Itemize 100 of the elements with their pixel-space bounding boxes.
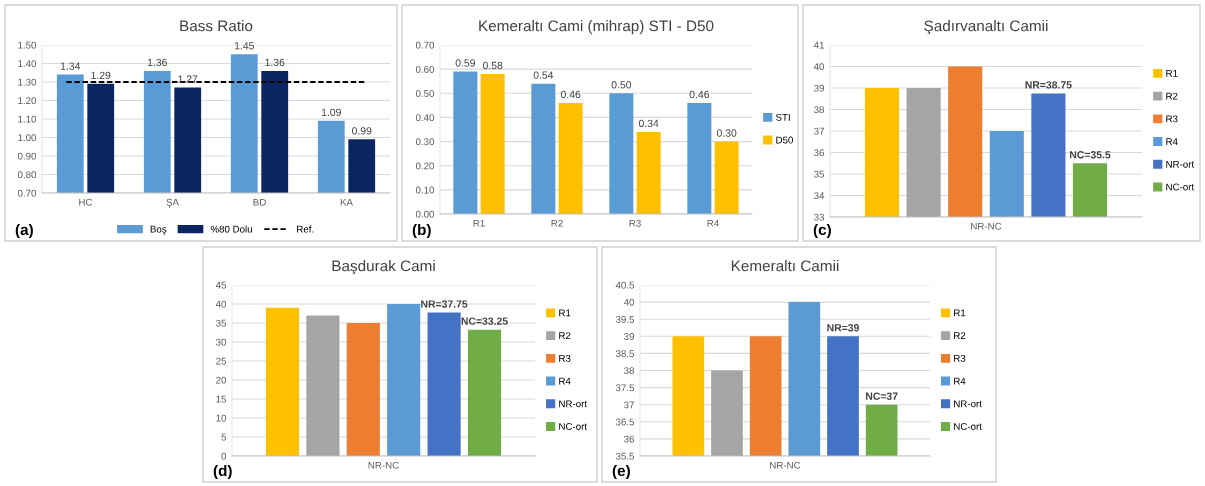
y-tick-label: 35 (814, 170, 825, 178)
bar (467, 329, 502, 456)
y-tick-label: 33 (814, 213, 825, 221)
bar (306, 315, 340, 456)
bar (265, 307, 300, 456)
x-tick-label: BD (253, 198, 266, 206)
y-tick-label: 0.50 (415, 90, 435, 97)
y-tick-label: 39 (624, 333, 634, 340)
y-tick-label: 0.90 (17, 152, 37, 160)
legend-label: Boş (150, 225, 167, 235)
legend-label: R2 (1166, 92, 1178, 100)
legend-label: R1 (559, 309, 571, 317)
bar (346, 323, 380, 456)
y-tick-label: 1.00 (18, 134, 37, 142)
y-tick-label: 39.5 (615, 315, 635, 323)
text: (a) (15, 223, 33, 239)
y-tick-label: 0.00 (415, 210, 435, 218)
bar (453, 71, 478, 214)
y-tick-label: 35 (216, 319, 227, 327)
y-tick-label: 37 (814, 127, 824, 135)
data-label: 0.30 (716, 129, 737, 137)
y-tick-label: 41 (813, 41, 824, 49)
data-label: NR=39 (827, 324, 859, 332)
data-label: 0.59 (455, 59, 475, 67)
y-tick-label: 25 (216, 357, 227, 365)
chart-title: Bass Ratio (180, 20, 253, 32)
y-tick-label: 0.30 (415, 138, 435, 146)
x-tick-label: NR-NC (770, 461, 801, 469)
data-label: 0.99 (352, 127, 372, 135)
legend-label: STI (775, 113, 790, 121)
text: (d) (213, 464, 232, 480)
y-tick-label: 0.70 (17, 189, 37, 197)
x-tick-label: R1 (473, 219, 485, 227)
data-label: 0.46 (560, 90, 581, 99)
y-tick-label: 40 (215, 300, 227, 308)
y-tick-label: 20 (216, 376, 227, 384)
legend-label: NC-ort (954, 423, 982, 430)
legend-label: R4 (1166, 138, 1178, 145)
legend-label: R4 (559, 377, 571, 385)
y-tick-label: 1.30 (18, 78, 37, 86)
text: (e) (612, 464, 630, 480)
data-label: NC=33.25 (461, 317, 508, 325)
legend-label: R3 (954, 354, 966, 362)
legend-label: NC-ort (1166, 183, 1195, 191)
legend-label: R2 (954, 332, 966, 339)
chart-title: Şadırvanaltı Camii (924, 20, 1048, 35)
legend-label: D50 (776, 136, 793, 144)
y-tick-label: 0.80 (17, 171, 37, 179)
legend-label: NC-ort (559, 423, 587, 430)
bar (480, 73, 505, 214)
y-tick-label: 34 (814, 192, 825, 200)
y-tick-label: 10 (216, 414, 227, 422)
legend-label: R3 (1166, 115, 1178, 123)
data-label: 1.45 (234, 42, 254, 50)
y-tick-label: 0.60 (415, 65, 435, 73)
bar (531, 83, 556, 214)
y-tick-label: 1.20 (18, 97, 37, 105)
x-tick-label: HC (79, 198, 93, 206)
data-label: 0.46 (689, 90, 710, 99)
data-label: NR=38.75 (1025, 81, 1072, 89)
data-label: 0.58 (482, 61, 503, 70)
bar (609, 93, 634, 214)
data-label: 1.09 (321, 108, 341, 117)
x-tick-label: R4 (707, 219, 719, 227)
y-tick-label: 0.40 (415, 114, 435, 122)
y-tick-label: 0.20 (415, 162, 435, 170)
y-tick-label: 0.10 (415, 186, 435, 194)
y-tick-label: 37 (624, 401, 634, 409)
bar (687, 102, 712, 214)
y-tick-label: 40 (623, 298, 635, 306)
legend-label: NR-ort (1166, 160, 1195, 168)
chart-title: Başdurak Cami (332, 260, 435, 275)
data-label: 0.34 (638, 119, 659, 128)
y-tick-label: 1.10 (18, 115, 37, 123)
legend-label: NR-ort (559, 400, 587, 408)
bar (714, 141, 739, 214)
y-tick-label: 15 (216, 395, 227, 403)
y-tick-label: 35.5 (615, 452, 635, 460)
data-label: 0.54 (533, 71, 554, 79)
bar (558, 102, 583, 214)
data-label: 1.36 (265, 58, 285, 67)
text: (b) (412, 223, 431, 239)
y-tick-label: 38 (814, 106, 825, 114)
y-tick-label: 0 (221, 452, 227, 460)
chart-title: Kemeraltı Camii (731, 260, 839, 272)
y-tick-label: 39 (814, 84, 824, 92)
legend-label: NR-ort (954, 400, 982, 408)
y-tick-label: 37.5 (615, 384, 635, 392)
legend-label: R1 (1166, 70, 1178, 77)
y-tick-label: 36.5 (615, 418, 635, 426)
legend-label: R2 (559, 332, 571, 339)
data-label: 1.27 (178, 75, 198, 83)
y-tick-label: 40 (813, 63, 825, 71)
data-label: NC=37 (866, 392, 898, 400)
x-tick-label: R3 (629, 219, 641, 227)
y-tick-label: 0.70 (415, 41, 435, 49)
y-tick-label: 36 (814, 149, 825, 157)
chart-title: Kemeraltı Cami (mihrap) STI - D50 (479, 20, 714, 35)
bar (387, 304, 421, 456)
y-tick-label: 1.40 (18, 60, 37, 68)
